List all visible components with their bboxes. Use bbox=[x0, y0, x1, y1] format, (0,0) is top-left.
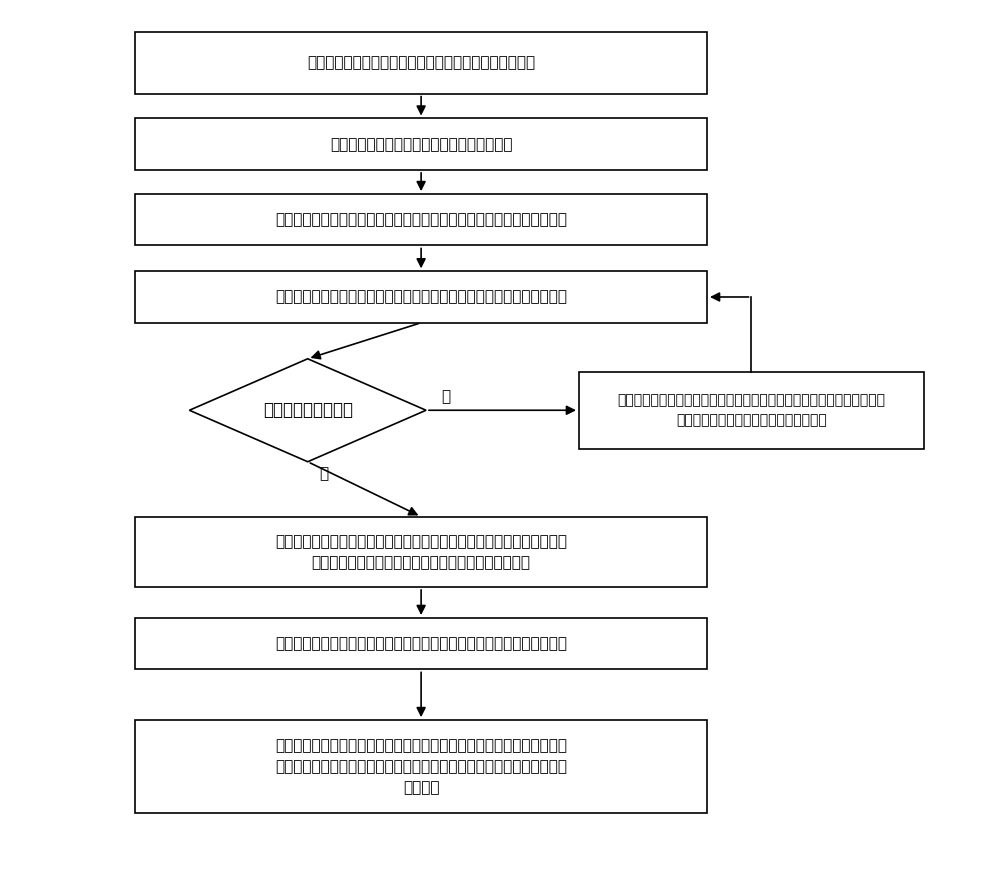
Bar bbox=[135, 517, 707, 587]
Text: 物联网模组由单片机开机后，开始与服务器平台开始对话: 物联网模组由单片机开机后，开始与服务器平台开始对话 bbox=[307, 55, 535, 71]
Bar bbox=[135, 271, 707, 323]
Text: 是: 是 bbox=[320, 466, 329, 481]
Text: 否: 否 bbox=[441, 389, 450, 405]
Bar bbox=[579, 371, 924, 449]
Text: 在下载过程中，物联网模组计算下载进度并定时将下载进度报告给单片机: 在下载过程中，物联网模组计算下载进度并定时将下载进度报告给单片机 bbox=[275, 290, 567, 304]
Text: 接收到可以升级的指令后，物联网模组将解压后的新程序逐行解析并逐行
烧录到单片机中，并在烧录完成最后一行程序后，给予单片机进行完整性
验证指令: 接收到可以升级的指令后，物联网模组将解压后的新程序逐行解析并逐行 烧录到单片机中… bbox=[275, 738, 567, 795]
Text: 在下载过程中，物联网模组计算下载进度并定时将下载进度报告给单片机: 在下载过程中，物联网模组计算下载进度并定时将下载进度报告给单片机 bbox=[275, 212, 567, 228]
Bar bbox=[135, 32, 707, 93]
Text: 逐步将更新数据包中的子数据包编号与服务器平台进行核对，将缺少的子
数据包重新下载，并添加到更新数据包中: 逐步将更新数据包中的子数据包编号与服务器平台进行核对，将缺少的子 数据包重新下载… bbox=[617, 393, 885, 427]
Bar bbox=[135, 618, 707, 670]
Text: 更新数据包是否完整: 更新数据包是否完整 bbox=[263, 401, 353, 419]
Bar bbox=[135, 720, 707, 813]
Text: 物联网模组将更新的数据包解压后，将更新数据包结合到存储在物联网模
组中的现在单片机运行程序的备份程序上，形成新程序: 物联网模组将更新的数据包解压后，将更新数据包结合到存储在物联网模 组中的现在单片… bbox=[275, 534, 567, 569]
Text: 向单片机发送升级准备完成信号，并等待单片机回复可以进行升级的指令: 向单片机发送升级准备完成信号，并等待单片机回复可以进行升级的指令 bbox=[275, 637, 567, 651]
Text: 通过问答的方式从服务器平台下载数据更新包: 通过问答的方式从服务器平台下载数据更新包 bbox=[330, 137, 512, 152]
Polygon shape bbox=[189, 358, 426, 462]
Bar bbox=[135, 194, 707, 246]
Bar bbox=[135, 119, 707, 170]
